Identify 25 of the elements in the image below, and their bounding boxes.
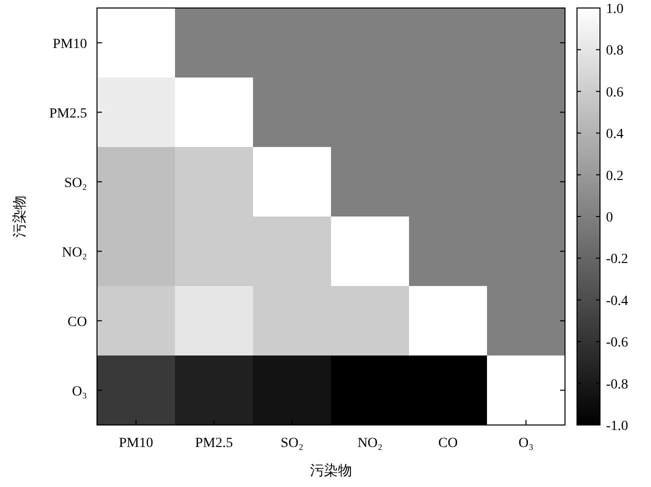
color-bar-label: 0.6 <box>606 85 624 100</box>
y-tick-label: SO₂ <box>64 176 88 191</box>
color-bar-label: -1.0 <box>606 419 628 434</box>
y-tick-label: PM2.5 <box>49 106 87 122</box>
color-bar-label: 0.4 <box>606 127 624 142</box>
x-tick-label: NO₂ <box>357 436 383 451</box>
color-bar-label: -0.8 <box>606 377 628 392</box>
y-tick-label: O₃ <box>72 384 88 400</box>
y-tick-label: CO <box>68 314 87 330</box>
color-bar-label: 0.2 <box>606 168 624 184</box>
color-bar-label: -0.4 <box>606 294 628 309</box>
color-bar-label: 0.8 <box>606 44 624 59</box>
color-bar-label: 0 <box>606 210 613 226</box>
y-axis-title: 污染物 <box>12 196 28 238</box>
color-bar-label: -0.2 <box>606 252 628 268</box>
x-tick-label: O₃ <box>518 436 534 451</box>
x-tick-label: PM10 <box>118 436 154 451</box>
color-bar-label: 1.0 <box>606 2 624 17</box>
x-axis-title: 污染物 <box>310 463 352 479</box>
x-tick-label: SO₂ <box>280 436 304 451</box>
x-tick-label: PM2.5 <box>195 436 233 451</box>
x-tick-label: CO <box>438 436 458 451</box>
y-tick-label: PM10 <box>52 36 87 52</box>
color-bar-label: -0.6 <box>606 336 628 351</box>
y-tick-label: NO₂ <box>62 245 88 260</box>
